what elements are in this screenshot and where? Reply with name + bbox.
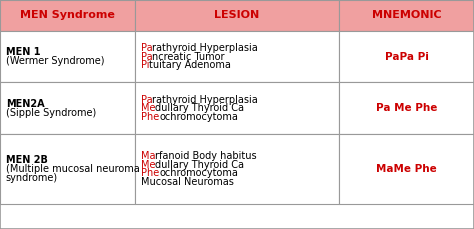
Text: Pi: Pi	[141, 60, 149, 70]
Bar	[339, 0, 474, 31]
Text: PaPa Pi: PaPa Pi	[384, 52, 428, 62]
Bar	[135, 134, 339, 204]
Text: Phe: Phe	[141, 168, 159, 178]
Text: Pa Me Phe: Pa Me Phe	[376, 103, 437, 113]
Text: Me: Me	[141, 160, 155, 169]
Text: rfanoid Body habitus: rfanoid Body habitus	[155, 151, 257, 161]
Bar	[0, 82, 135, 134]
Text: Pa: Pa	[141, 52, 153, 62]
Text: MEN 1: MEN 1	[6, 47, 40, 57]
Text: MNEMONIC: MNEMONIC	[372, 11, 441, 20]
Text: rathyroid Hyperplasia: rathyroid Hyperplasia	[153, 95, 258, 104]
Text: Phe: Phe	[141, 112, 159, 122]
Text: (Multiple mucosal neuroma: (Multiple mucosal neuroma	[6, 164, 139, 174]
Bar	[339, 31, 474, 82]
Text: MaMe Phe: MaMe Phe	[376, 164, 437, 174]
Text: ochromocytoma: ochromocytoma	[159, 168, 238, 178]
Text: MEN2A: MEN2A	[6, 99, 44, 109]
Text: LESION: LESION	[214, 11, 260, 20]
Text: dullary Thyroid Ca: dullary Thyroid Ca	[155, 160, 244, 169]
Text: ncreatic Tumor: ncreatic Tumor	[153, 52, 225, 62]
Text: dullary Thyroid Ca: dullary Thyroid Ca	[155, 103, 244, 113]
Bar	[0, 134, 135, 204]
Text: rathyroid Hyperplasia: rathyroid Hyperplasia	[153, 43, 258, 53]
Bar	[0, 31, 135, 82]
Text: MEN Syndrome: MEN Syndrome	[20, 11, 115, 20]
Text: Pa: Pa	[141, 95, 153, 104]
Text: (Sipple Syndrome): (Sipple Syndrome)	[6, 108, 96, 117]
Text: syndrome): syndrome)	[6, 173, 58, 183]
Text: Me: Me	[141, 103, 155, 113]
Text: ochromocytoma: ochromocytoma	[159, 112, 238, 122]
Text: Ma: Ma	[141, 151, 155, 161]
Text: Mucosal Neuromas: Mucosal Neuromas	[141, 177, 234, 187]
Bar	[339, 82, 474, 134]
Text: tuitary Adenoma: tuitary Adenoma	[149, 60, 231, 70]
Text: Pa: Pa	[141, 43, 153, 53]
Bar	[135, 31, 339, 82]
Text: (Wermer Syndrome): (Wermer Syndrome)	[6, 56, 104, 66]
Bar	[135, 82, 339, 134]
Bar	[135, 0, 339, 31]
Bar	[339, 134, 474, 204]
Text: MEN 2B: MEN 2B	[6, 155, 47, 165]
Bar	[0, 0, 135, 31]
